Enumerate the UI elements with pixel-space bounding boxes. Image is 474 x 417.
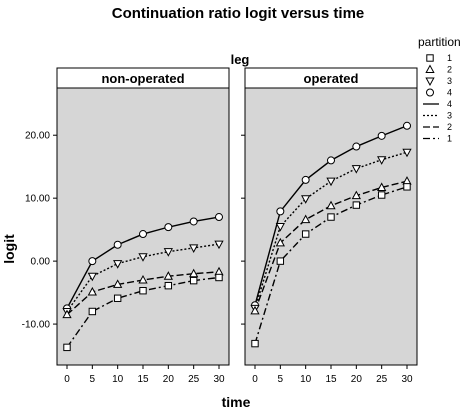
data-point-partition-3 <box>377 156 387 165</box>
data-point-partition-2 <box>377 182 387 191</box>
data-point-partition-2 <box>62 309 72 319</box>
data-point-partition-3 <box>275 223 285 232</box>
data-point-partition-3 <box>301 195 311 204</box>
x-tick-label: 15 <box>137 374 149 385</box>
data-point-partition-1 <box>215 273 223 282</box>
data-point-partition-3 <box>351 165 361 174</box>
panel-background <box>56 87 230 366</box>
data-point-partition-2 <box>113 279 123 288</box>
y-tick-label: 0.00 <box>31 257 51 268</box>
data-point-partition-4 <box>88 257 97 266</box>
data-point-partition-2 <box>351 190 361 200</box>
legend-label: 1 <box>447 134 452 144</box>
x-tick-label: 25 <box>376 374 388 385</box>
x-tick-label: 30 <box>401 374 413 385</box>
data-point-partition-1 <box>139 287 147 295</box>
legend-label: 2 <box>447 65 452 75</box>
data-point-partition-3 <box>326 177 336 187</box>
data-point-partition-1 <box>403 183 411 191</box>
data-point-partition-2 <box>163 271 173 280</box>
legend-title: partition <box>418 35 461 49</box>
x-tick-label: 15 <box>325 374 337 385</box>
panel-non-operated: non-operated 0 5 10 15 20 25 30 -10.00 0.00 10.00 2… <box>22 67 230 385</box>
data-point-partition-1 <box>88 307 97 316</box>
y-axis-label: logit <box>1 234 17 264</box>
x-axis-label: time <box>222 394 251 410</box>
x-tick-label: 0 <box>252 374 258 385</box>
facet-title: leg <box>231 52 250 67</box>
data-point-partition-4 <box>113 240 122 249</box>
x-tick-label: 10 <box>112 374 124 385</box>
legend-label: 4 <box>447 88 452 98</box>
data-point-partition-4 <box>403 121 411 130</box>
legend-label: 4 <box>447 99 452 109</box>
x-tick-label: 10 <box>300 374 312 385</box>
data-point-partition-4 <box>276 207 285 216</box>
data-point-partition-3 <box>402 148 412 158</box>
panel-operated: operated 0 5 10 15 20 25 30 <box>241 67 418 385</box>
data-point-partition-3 <box>189 244 199 253</box>
data-point-partition-4 <box>139 230 147 239</box>
legend-label: 1 <box>447 53 452 63</box>
data-point-partition-1 <box>352 201 361 209</box>
data-point-partition-4 <box>327 156 335 165</box>
y-tick-label: 20.00 <box>25 131 50 142</box>
data-point-partition-4 <box>189 217 198 226</box>
panel-background <box>244 87 418 366</box>
data-point-partition-4 <box>215 213 223 222</box>
data-point-partition-4 <box>164 223 173 232</box>
data-point-partition-3 <box>113 260 123 269</box>
data-point-partition-3 <box>163 248 173 257</box>
legend-marker-4 <box>426 88 434 97</box>
data-point-partition-1 <box>377 191 386 199</box>
data-point-partition-4 <box>301 175 310 184</box>
legend-label: 2 <box>447 122 452 132</box>
legend-marker-2 <box>425 64 435 73</box>
data-point-partition-3 <box>138 253 148 262</box>
legend-marker-1 <box>426 54 434 62</box>
data-point-partition-1 <box>113 294 122 302</box>
legend-label: 3 <box>447 111 452 121</box>
data-point-partition-2 <box>301 214 311 224</box>
x-tick-label: 20 <box>351 374 363 385</box>
data-point-partition-3 <box>214 240 224 250</box>
data-point-partition-1 <box>189 276 198 285</box>
data-point-partition-3 <box>87 272 97 282</box>
data-point-partition-2 <box>87 286 97 296</box>
legend-label: 3 <box>447 76 452 86</box>
x-tick-label: 0 <box>64 374 70 385</box>
y-tick-label: 10.00 <box>25 194 50 205</box>
data-point-partition-1 <box>276 257 285 265</box>
y-tick-label: -10.00 <box>22 320 51 331</box>
x-tick-label: 5 <box>278 374 284 385</box>
data-point-partition-2 <box>138 274 148 284</box>
x-tick-label: 30 <box>213 374 225 385</box>
data-point-partition-1 <box>301 230 310 238</box>
chart-title: Continuation ratio logit versus time <box>112 5 365 22</box>
legend-marker-3 <box>425 77 435 87</box>
data-point-partition-4 <box>352 142 361 151</box>
x-tick-label: 20 <box>163 374 175 385</box>
data-point-partition-2 <box>250 305 260 315</box>
data-point-partition-1 <box>63 343 71 352</box>
data-point-partition-4 <box>377 131 386 140</box>
data-point-partition-1 <box>327 213 335 221</box>
panel-strip-label: non-operated <box>101 71 184 86</box>
data-point-partition-2 <box>326 200 336 210</box>
data-point-partition-1 <box>251 339 259 348</box>
x-tick-label: 25 <box>188 374 200 385</box>
data-point-partition-1 <box>164 281 173 290</box>
data-point-partition-2 <box>275 237 285 247</box>
panel-strip-label: operated <box>304 71 359 86</box>
x-tick-label: 5 <box>90 374 96 385</box>
data-point-partition-2 <box>189 268 199 278</box>
